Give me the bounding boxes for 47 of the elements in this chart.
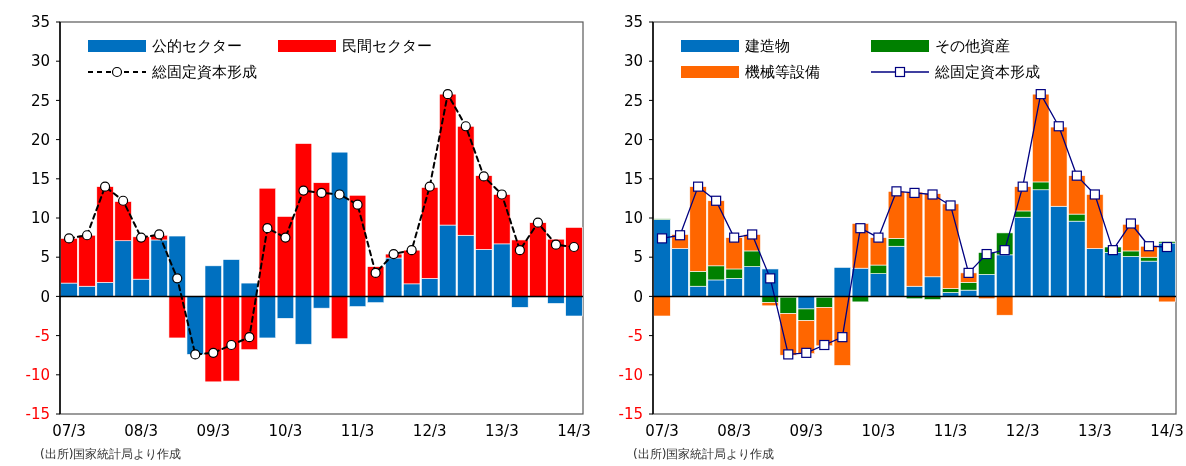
y-tick-label: 35 (623, 13, 643, 32)
y-tick-label: 5 (40, 248, 50, 267)
x-tick-label: 10/3 (861, 422, 896, 440)
y-tick-label: 15 (623, 170, 643, 189)
y-tick-label: 25 (623, 91, 643, 110)
x-tick-label: 14/3 (557, 422, 591, 440)
y-tick-label: 20 (623, 130, 643, 149)
x-tick-label: 07/3 (645, 422, 679, 440)
x-tick-label: 11/3 (933, 422, 968, 440)
legend-label: 建造物 (744, 37, 790, 56)
x-tick-label: 09/3 (196, 422, 231, 440)
x-tick-label: 10/3 (268, 422, 303, 440)
x-tick-label: 13/3 (485, 422, 519, 440)
legend-label: 公的セクター (152, 37, 242, 56)
y-tick-label: -15 (25, 405, 50, 424)
y-tick-label: -10 (25, 366, 50, 385)
x-tick-label: 14/3 (1150, 422, 1184, 440)
legend-label: 機械等設備 (745, 63, 820, 82)
y-tick-label: 5 (633, 248, 643, 267)
y-tick-label: 10 (30, 209, 50, 228)
x-tick-label: 08/3 (124, 422, 158, 440)
y-tick-label: 0 (633, 287, 643, 306)
x-tick-label: 12/3 (1005, 422, 1040, 440)
y-tick-label: 15 (30, 170, 50, 189)
y-tick-label: 30 (623, 52, 643, 71)
x-tick-label: 09/3 (789, 422, 824, 440)
y-tick-label: 20 (30, 130, 50, 149)
x-tick-label: 11/3 (340, 422, 375, 440)
y-tick-label: 25 (30, 91, 50, 110)
x-tick-label: 07/3 (52, 422, 86, 440)
y-tick-label: 35 (30, 13, 50, 32)
text: (出所)国家統計局より作成 (633, 447, 775, 461)
x-tick-label: 13/3 (1078, 422, 1112, 440)
y-tick-label: -15 (618, 405, 643, 424)
y-tick-label: 0 (40, 287, 50, 306)
legend-label: 総固定資本形成 (934, 63, 1040, 82)
y-tick-label: -5 (628, 326, 643, 345)
x-tick-label: 08/3 (717, 422, 751, 440)
legend-label: その他資産 (935, 37, 1010, 56)
y-tick-label: 10 (623, 209, 643, 228)
legend-label: 総固定資本形成 (151, 63, 257, 82)
text: (出所)国家統計局より作成 (40, 447, 182, 461)
y-tick-label: 30 (30, 52, 50, 71)
y-tick-label: -10 (618, 366, 643, 385)
legend-label: 民間セクター (342, 37, 432, 56)
x-tick-label: 12/3 (412, 422, 447, 440)
y-tick-label: -5 (35, 326, 50, 345)
